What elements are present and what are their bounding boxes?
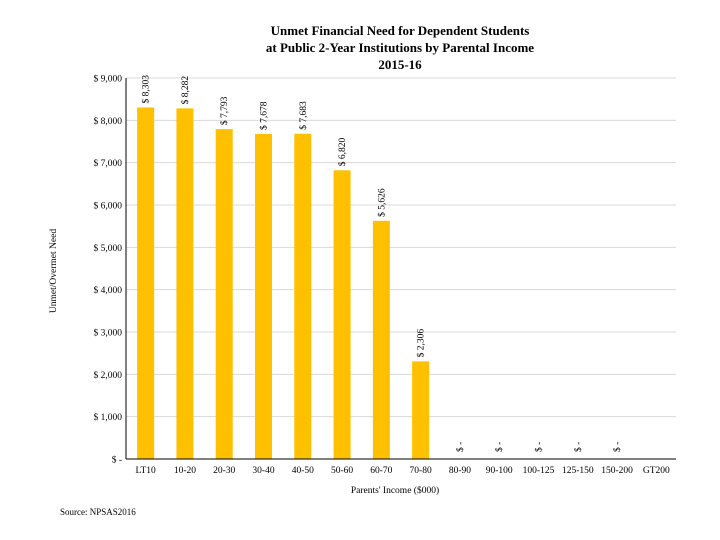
data-label: $ - (534, 442, 545, 452)
source-note: Source: NPSAS2016 (60, 507, 136, 517)
x-tick-label: 125-150 (562, 466, 594, 476)
bar (372, 220, 390, 459)
data-labels: $ 8,303 $ 8,282 $ 7,793 $ 7,678 $ 7,683 $ 6,8… (141, 75, 623, 452)
data-label: $ - (455, 442, 466, 452)
data-label: $ 5,626 (376, 188, 387, 217)
y-tick-label: $ 2,000 (94, 370, 123, 381)
axes (125, 78, 676, 460)
data-label: $ 8,303 (141, 75, 152, 104)
x-tick-label: 50-60 (331, 466, 353, 476)
x-tick-label: 10-20 (174, 466, 196, 476)
x-tick-label: 90-100 (486, 466, 513, 476)
bar (215, 129, 233, 460)
y-tick-label: $ 4,000 (94, 285, 123, 296)
x-tick-label: 70-80 (410, 466, 432, 476)
y-tick-label: $ 9,000 (94, 74, 123, 85)
data-label: $ - (494, 442, 505, 452)
x-tick-label: 40-50 (292, 466, 314, 476)
bar (137, 107, 155, 459)
data-label: $ 8,282 (180, 76, 191, 105)
bar (294, 133, 312, 460)
data-label: $ 6,820 (337, 138, 348, 167)
x-tick-labels: LT10 10-20 20-30 30-40 40-50 50-60 60-70 70-80 8… (136, 466, 671, 476)
chart-title: Unmet Financial Need for Dependent Stude… (266, 23, 534, 72)
bars (137, 107, 430, 460)
y-tick-label: $ 1,000 (94, 412, 123, 423)
bar (255, 133, 272, 459)
x-tick-label: LT10 (136, 466, 156, 476)
x-tick-label: 60-70 (370, 466, 392, 476)
y-tick-labels: $ - $ 1,000 $ 2,000 $ 3,000 $ 4,000 $ 5,000 $ … (94, 74, 123, 466)
data-label: $ 7,683 (298, 101, 309, 130)
bar (176, 108, 194, 460)
chart-title-line: 2015-16 (378, 57, 422, 72)
data-label: $ 7,678 (259, 101, 270, 130)
data-label: $ - (612, 442, 623, 452)
y-tick-label: $ 8,000 (94, 116, 123, 127)
x-tick-label: 150-200 (601, 466, 633, 476)
y-tick-label: $ 6,000 (94, 201, 123, 212)
x-axis-label: Parents' Income ($000) (351, 485, 439, 496)
x-tick-label: 30-40 (252, 466, 274, 476)
data-label: $ - (573, 442, 584, 452)
chart-title-line: Unmet Financial Need for Dependent Stude… (271, 23, 530, 38)
data-label: $ 2,306 (416, 329, 427, 358)
x-tick-label: 20-30 (213, 466, 235, 476)
y-axis-label: Unmet/Overmet Need (49, 229, 59, 313)
y-tick-label: $ 5,000 (94, 243, 123, 254)
y-tick-label: $ 7,000 (94, 158, 123, 169)
bar (412, 361, 430, 459)
chart-title-line: at Public 2-Year Institutions by Parenta… (266, 40, 534, 55)
x-tick-label: 100-125 (523, 466, 555, 476)
y-tick-label: $ 3,000 (94, 328, 123, 339)
data-label: $ 7,793 (219, 96, 230, 125)
gridlines (126, 77, 676, 418)
x-tick-label: GT200 (643, 466, 670, 476)
x-tick-label: 80-90 (449, 466, 471, 476)
bar (333, 170, 351, 459)
y-tick-label: $ - (112, 455, 122, 466)
